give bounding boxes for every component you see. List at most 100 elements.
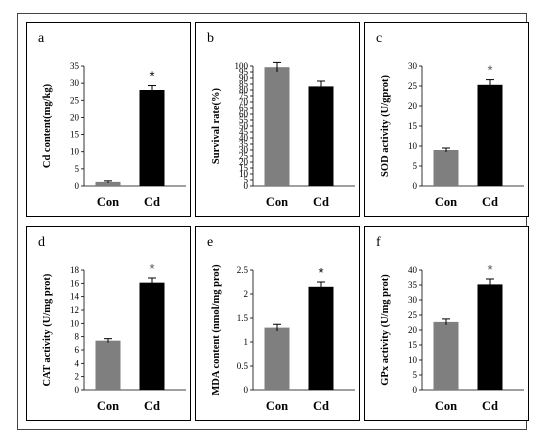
y-tick-label: 25 <box>408 310 418 320</box>
significance-star: * <box>487 262 492 277</box>
y-axis-label: MDA content (nmol/mg prot) <box>211 264 222 396</box>
y-tick-label: 25 <box>239 151 249 161</box>
category-label: Cd <box>144 195 160 209</box>
y-tick-label: 20 <box>239 157 249 167</box>
panel-c-chart: c 0 5 10 15 20 25 30 SOD activity (U/gprot) Con Cd… <box>364 22 529 217</box>
y-tick-label: 18 <box>70 265 80 275</box>
y-tick-label: 60 <box>239 109 249 119</box>
significance-star: * <box>149 261 154 276</box>
bar-con <box>264 67 290 186</box>
y-tick-label: 30 <box>408 61 418 71</box>
bar-cd <box>139 90 165 186</box>
panel-b-chart: b 051015202530354045505560657075808590951… <box>195 22 360 217</box>
y-tick-label: 5 <box>244 175 249 185</box>
y-tick-label: 10 <box>408 141 418 151</box>
y-tick-label: 14 <box>70 292 80 302</box>
bar-cd <box>477 84 503 186</box>
y-tick-label: 15 <box>408 340 418 350</box>
y-tick-label: 2.5 <box>237 265 249 275</box>
y-tick-label: 35 <box>239 139 249 149</box>
significance-star: * <box>318 265 323 280</box>
category-label: Con <box>266 195 288 209</box>
y-tick-label: 20 <box>70 112 80 122</box>
y-tick-label: 0 <box>244 181 249 191</box>
y-tick-label: 30 <box>408 295 418 305</box>
y-tick-label: 1.5 <box>237 313 249 323</box>
y-tick-label: 10 <box>239 169 249 179</box>
y-axis-label: CAT activity (U/mg prot) <box>42 273 53 386</box>
panel-e-chart: e 0 0.5 1 1.5 2 2.5 MDA content (nmol/mg prot) C… <box>195 226 360 421</box>
category-label: Cd <box>313 399 329 413</box>
y-tick-label: 30 <box>239 145 249 155</box>
category-label: Cd <box>482 195 498 209</box>
panel-letter: a <box>38 31 45 46</box>
category-label: Cd <box>144 399 160 413</box>
category-label: Con <box>266 399 288 413</box>
y-tick-label: 25 <box>70 95 80 105</box>
category-label: Cd <box>313 195 329 209</box>
category-label: Con <box>97 195 119 209</box>
y-tick-label: 100 <box>235 61 249 71</box>
y-axis-label: Survival rate(%) <box>211 87 222 164</box>
y-tick-label: 55 <box>239 115 249 125</box>
y-tick-label: 50 <box>239 121 249 131</box>
y-tick-label: 40 <box>239 133 249 143</box>
bar-con <box>433 321 459 390</box>
y-axis-label: Cd content(mg/kg) <box>42 83 53 168</box>
y-axis-label: GPx activity (U/mg prot) <box>380 274 391 386</box>
y-tick-label: 80 <box>239 85 249 95</box>
y-tick-label: 10 <box>70 318 80 328</box>
y-tick-label: 65 <box>239 103 249 113</box>
y-tick-label: 0 <box>75 181 80 191</box>
y-tick-label: 10 <box>408 355 418 365</box>
y-tick-label: 30 <box>70 78 80 88</box>
bar-con <box>95 340 121 390</box>
y-tick-label: 0 <box>413 385 418 395</box>
bar-cd <box>477 284 503 390</box>
y-tick-label: 5 <box>75 164 80 174</box>
bar-con <box>95 181 121 186</box>
y-tick-label: 5 <box>413 161 418 171</box>
y-tick-label: 1 <box>244 337 249 347</box>
y-tick-label: 16 <box>70 278 80 288</box>
y-tick-label: 0.5 <box>237 361 249 371</box>
y-tick-label: 5 <box>413 370 418 380</box>
y-tick-label: 45 <box>239 127 249 137</box>
y-tick-label: 15 <box>239 163 249 173</box>
panel-f-chart: f 0 5 10 15 20 25 30 35 40 GPx activity (U/mg prot… <box>364 226 529 421</box>
y-tick-label: 15 <box>408 121 418 131</box>
y-tick-label: 20 <box>408 101 418 111</box>
panel-letter: f <box>376 235 381 250</box>
y-tick-label: 85 <box>239 79 249 89</box>
y-tick-label: 2 <box>244 289 249 299</box>
y-tick-label: 90 <box>239 73 249 83</box>
y-tick-label: 75 <box>239 91 249 101</box>
y-tick-label: 4 <box>75 358 80 368</box>
panel-a-chart: a 0 5 10 15 20 25 30 35 Cd content(mg/kg) Con Cd * <box>26 22 191 217</box>
y-tick-label: 15 <box>70 130 80 140</box>
y-tick-label: 0 <box>75 385 80 395</box>
y-tick-label: 35 <box>70 61 80 71</box>
y-tick-label: 25 <box>408 81 418 91</box>
category-label: Con <box>435 195 457 209</box>
y-tick-label: 12 <box>70 305 79 315</box>
significance-star: * <box>487 63 492 78</box>
y-tick-label: 40 <box>408 265 418 275</box>
y-tick-label: 70 <box>239 97 249 107</box>
y-tick-label: 6 <box>75 345 80 355</box>
category-label: Con <box>435 399 457 413</box>
bar-con <box>433 150 459 186</box>
y-tick-label: 95 <box>239 67 249 77</box>
y-tick-label: 8 <box>75 332 80 342</box>
bar-cd <box>139 282 165 390</box>
bar-cd <box>308 286 334 390</box>
panel-letter: c <box>376 31 382 46</box>
bar-con <box>264 327 290 390</box>
panel-letter: d <box>38 235 45 250</box>
y-tick-label: 10 <box>70 147 80 157</box>
y-axis-label: SOD activity (U/gprot) <box>380 75 391 177</box>
category-label: Con <box>97 399 119 413</box>
y-tick-label: 0 <box>413 181 418 191</box>
panel-d-chart: d 0 2 4 6 8 10 12 14 16 18 CAT activity (U/mg prot)… <box>26 226 191 421</box>
panel-letter: b <box>207 31 214 46</box>
